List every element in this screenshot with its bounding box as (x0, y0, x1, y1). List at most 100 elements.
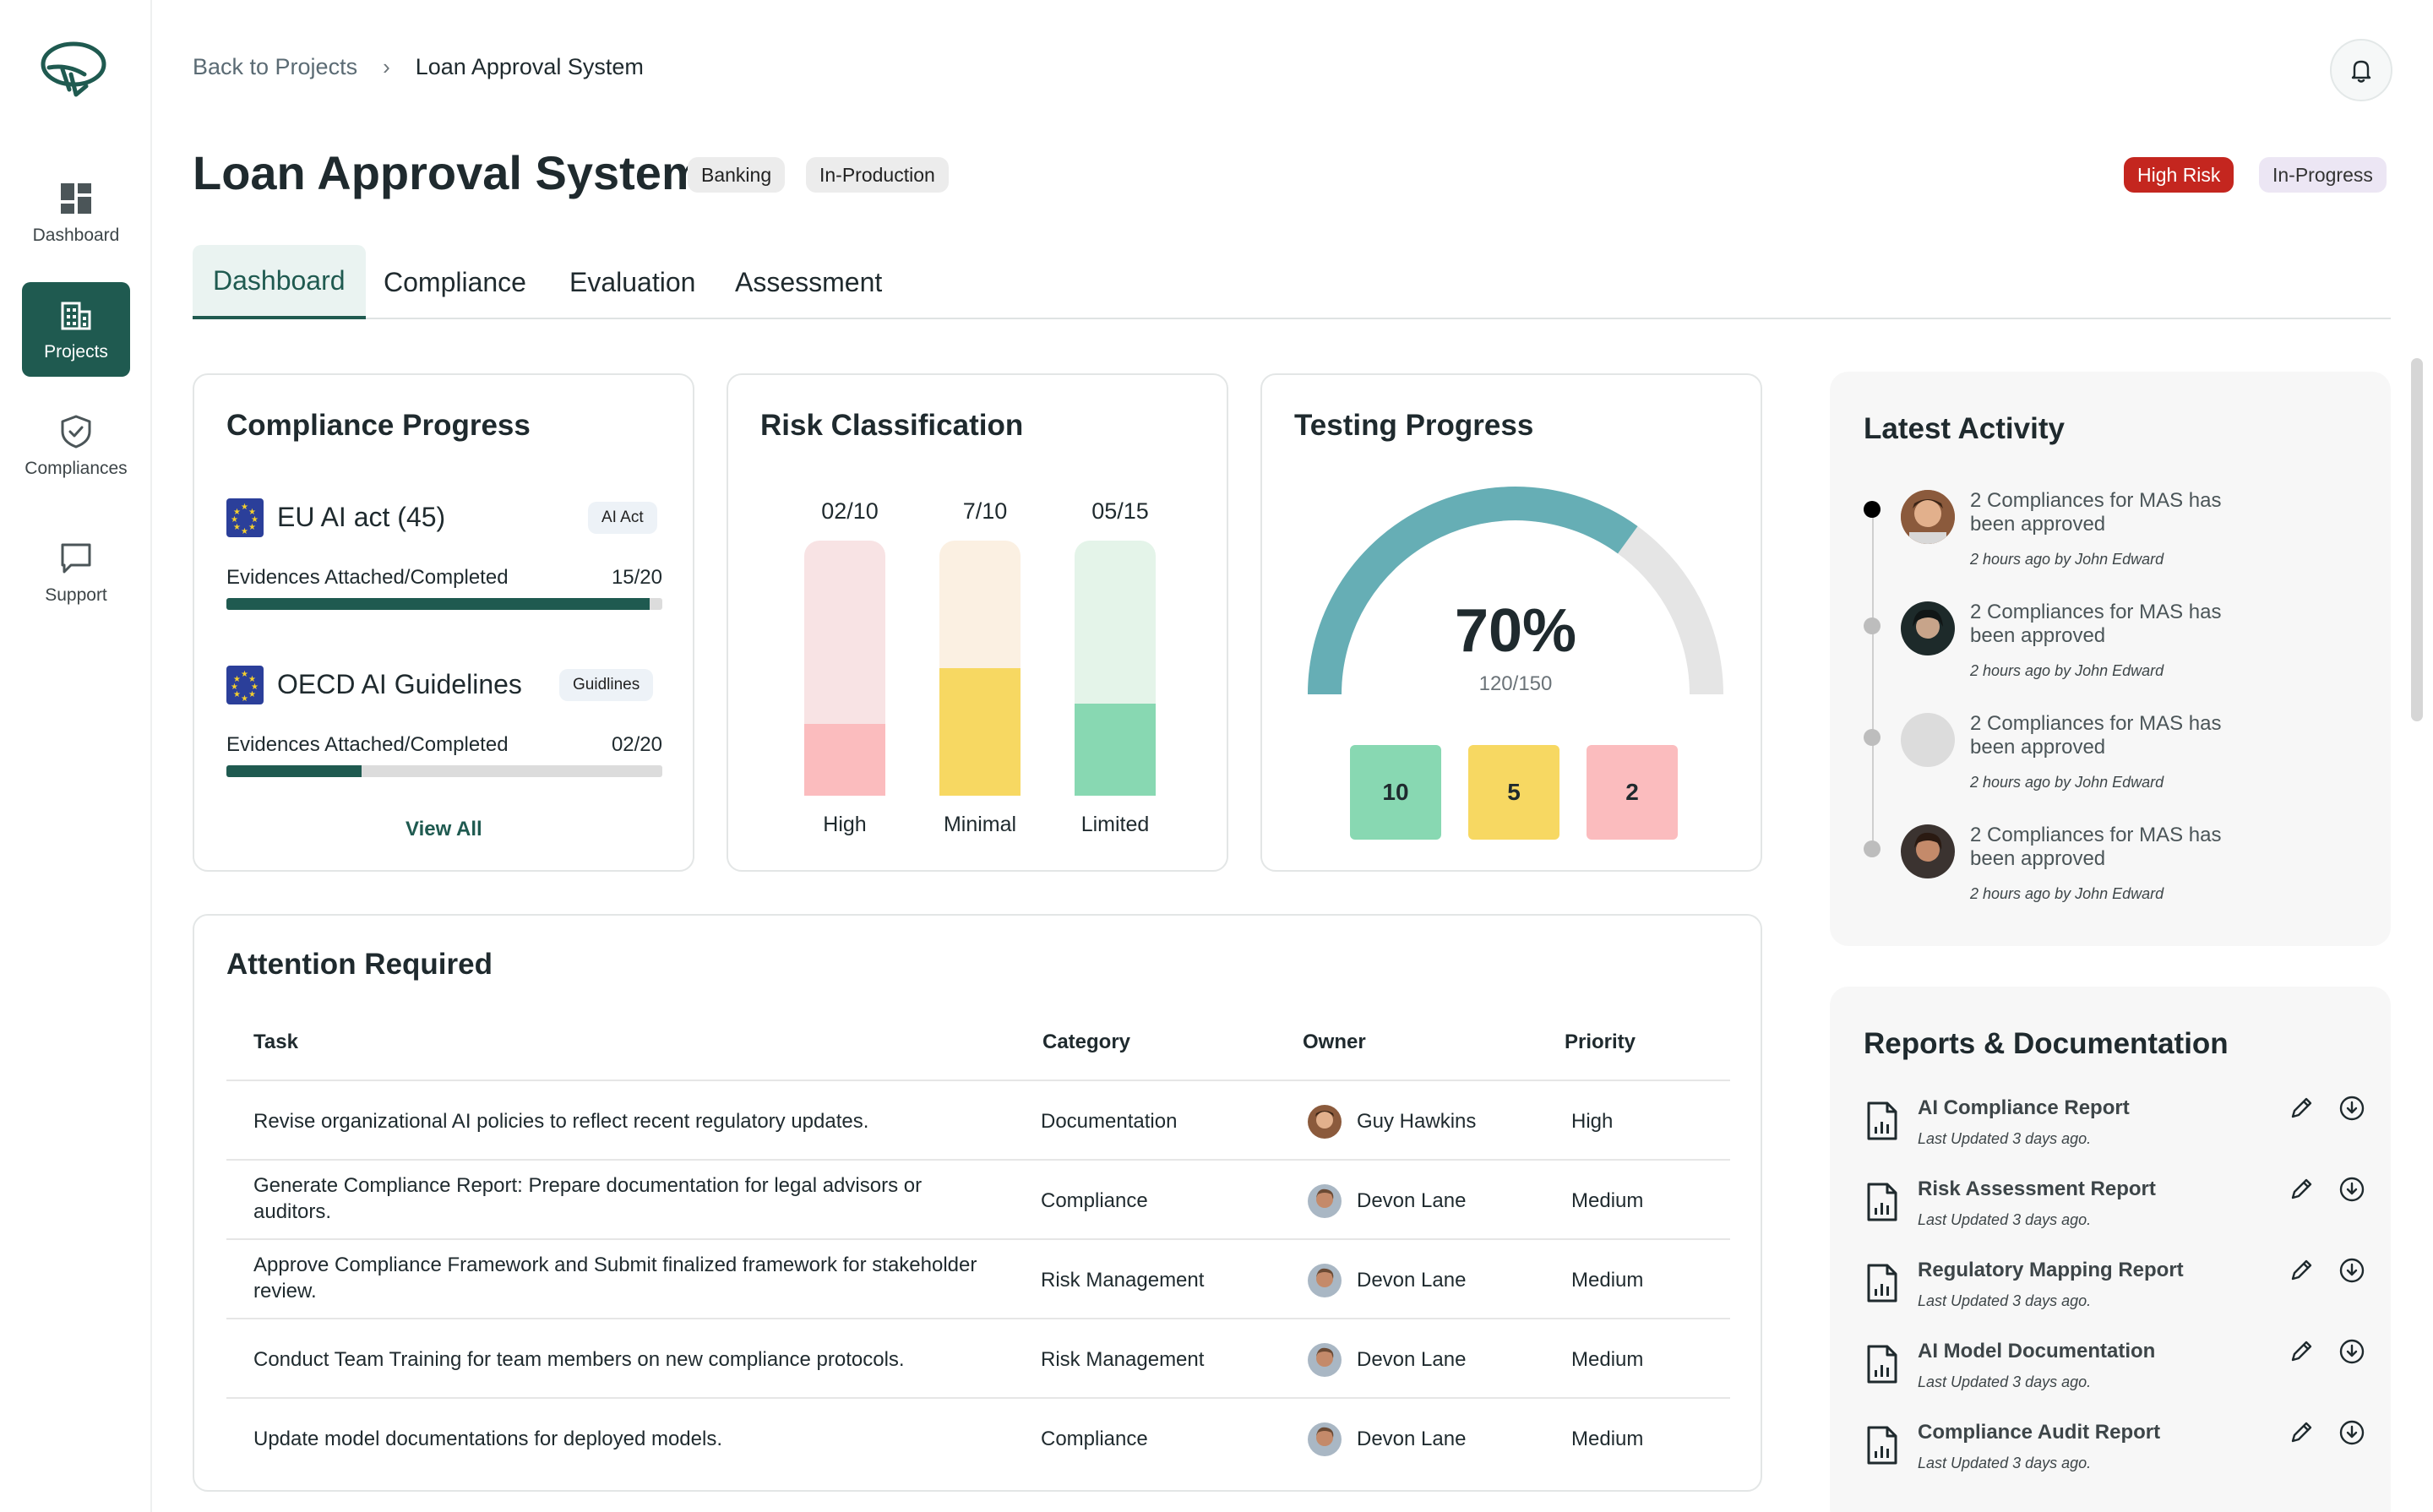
tab-dashboard[interactable]: Dashboard (193, 245, 366, 319)
column-header-task: Task (253, 1031, 298, 1053)
timeline-dot (1864, 617, 1881, 634)
task-cell[interactable]: Conduct Team Training for team members o… (253, 1348, 905, 1371)
bell-icon (2351, 60, 2371, 83)
download-report-button[interactable] (2337, 1174, 2367, 1205)
chat-icon (61, 543, 91, 574)
report-meta: Last Updated 3 days ago. (1918, 1130, 2092, 1147)
document-icon (1867, 1264, 1897, 1303)
risk-bar-high (804, 541, 885, 796)
pencil-icon (2291, 1178, 2312, 1199)
owner-avatar (1308, 1343, 1342, 1377)
download-report-button[interactable] (2337, 1417, 2367, 1448)
scrollbar-thumb[interactable] (2411, 358, 2423, 721)
category-cell: Documentation (1041, 1110, 1178, 1133)
evidence-count: 15/20 (611, 566, 662, 589)
header-divider (226, 1080, 1730, 1081)
card-title: Compliance Progress (226, 409, 531, 442)
edit-report-button[interactable] (2286, 1255, 2316, 1286)
sidebar-item-label: Dashboard (32, 226, 120, 245)
activity-text: 2 Compliances for MAS has been approved (1970, 824, 2222, 870)
owner-name: Devon Lane (1357, 1189, 1467, 1212)
tab-compliance[interactable]: Compliance (384, 266, 526, 297)
panel-title: Latest Activity (1864, 412, 2065, 445)
activity-meta: 2 hours ago by John Edward (1970, 551, 2164, 568)
priority-cell: Medium (1571, 1428, 1644, 1450)
document-icon (1867, 1101, 1897, 1140)
timeline-dot (1864, 729, 1881, 746)
card-title: Attention Required (226, 948, 493, 981)
report-name[interactable]: AI Model Documentation (1918, 1340, 2156, 1362)
sidebar-item-projects[interactable]: Projects (22, 282, 130, 377)
pending-count-box: 5 (1468, 745, 1559, 840)
download-report-button[interactable] (2337, 1255, 2367, 1286)
evidence-progress-bar (226, 765, 662, 777)
testing-gauge (1308, 487, 1723, 695)
framework-name[interactable]: EU AI act (45) (277, 502, 446, 532)
sidebar-item-compliances[interactable]: Compliances (22, 399, 130, 493)
view-all-link[interactable]: View All (406, 818, 482, 840)
user-avatar (1901, 824, 1955, 878)
building-icon (61, 302, 91, 330)
framework-tag: AI Act (588, 502, 657, 534)
report-name[interactable]: Regulatory Mapping Report (1918, 1259, 2184, 1281)
evidence-progress-fill (226, 765, 362, 777)
compliance-progress-card: Compliance Progress ★ ★ ★ ★ ★ ★ ★ ★ EU AI ac… (193, 373, 694, 872)
owner-name: Guy Hawkins (1357, 1110, 1477, 1133)
column-header-owner: Owner (1303, 1031, 1366, 1053)
owner-name: Devon Lane (1357, 1269, 1467, 1292)
back-to-projects-link[interactable]: Back to Projects (193, 54, 358, 79)
report-name[interactable]: Risk Assessment Report (1918, 1178, 2156, 1200)
download-icon (2339, 1177, 2365, 1202)
user-avatar (1901, 601, 1955, 655)
timeline-dot (1864, 840, 1881, 857)
task-cell[interactable]: Generate Compliance Report: Prepare docu… (253, 1174, 923, 1223)
risk-bar-minimal (939, 541, 1021, 796)
risk-level-badge: High Risk (2124, 157, 2234, 193)
task-cell[interactable]: Revise organizational AI policies to ref… (253, 1110, 869, 1133)
activity-text: 2 Compliances for MAS has been approved (1970, 712, 2222, 759)
document-icon (1867, 1345, 1897, 1384)
edit-report-button[interactable] (2286, 1174, 2316, 1205)
tab-assessment[interactable]: Assessment (735, 266, 883, 297)
pencil-icon (2291, 1259, 2312, 1281)
category-cell: Risk Management (1041, 1269, 1205, 1292)
activity-meta: 2 hours ago by John Edward (1970, 662, 2164, 679)
risk-bar-fill (939, 668, 1021, 796)
testing-percent: 70% (1454, 597, 1577, 665)
edit-report-button[interactable] (2286, 1336, 2316, 1367)
risk-bar-fill (804, 724, 885, 796)
brand-logo-icon[interactable] (37, 39, 110, 106)
report-name[interactable]: AI Compliance Report (1918, 1096, 2130, 1119)
page-title: Loan Approval System (193, 146, 704, 199)
sidebar-item-dashboard[interactable]: Dashboard (22, 166, 130, 260)
activity-meta: 2 hours ago by John Edward (1970, 774, 2164, 791)
report-meta: Last Updated 3 days ago. (1918, 1211, 2092, 1228)
framework-name[interactable]: OECD AI Guidelines (277, 669, 522, 699)
row-divider (226, 1318, 1730, 1319)
risk-count: 7/10 (962, 498, 1008, 524)
task-cell[interactable]: Update model documentations for deployed… (253, 1428, 722, 1450)
report-meta: Last Updated 3 days ago. (1918, 1455, 2092, 1471)
edit-report-button[interactable] (2286, 1417, 2316, 1448)
download-report-button[interactable] (2337, 1093, 2367, 1123)
edit-report-button[interactable] (2286, 1093, 2316, 1123)
sidebar-item-support[interactable]: Support (22, 525, 130, 620)
user-avatar (1901, 490, 1955, 544)
industry-tag: Banking (688, 157, 786, 193)
risk-bar-fill (1075, 704, 1156, 796)
priority-cell: Medium (1571, 1189, 1644, 1212)
download-icon (2339, 1258, 2365, 1283)
evidence-label: Evidences Attached/Completed (226, 733, 509, 756)
activity-text: 2 Compliances for MAS has been approved (1970, 601, 2222, 647)
shield-check-icon (61, 415, 91, 449)
notifications-button[interactable] (2330, 39, 2392, 101)
activity-meta: 2 hours ago by John Edward (1970, 885, 2164, 902)
download-report-button[interactable] (2337, 1336, 2367, 1367)
download-icon (2339, 1420, 2365, 1445)
framework-tag: Guidlines (559, 669, 654, 701)
task-cell[interactable]: Approve Compliance Framework and Submit … (253, 1254, 977, 1303)
risk-classification-card: Risk Classification 02/10 High 7/10 Mini… (727, 373, 1228, 872)
tab-evaluation[interactable]: Evaluation (569, 266, 696, 297)
report-name[interactable]: Compliance Audit Report (1918, 1421, 2161, 1444)
